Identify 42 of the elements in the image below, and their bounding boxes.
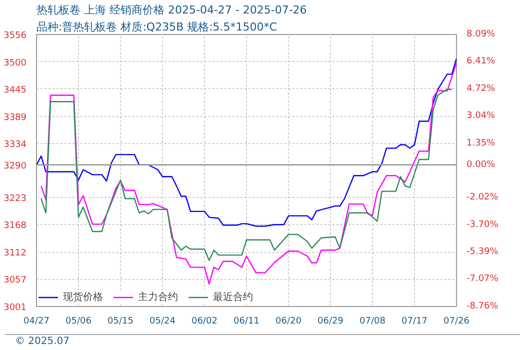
text: © 2025.07: [15, 335, 70, 349]
x-tick-label: 05/24: [150, 316, 176, 326]
legend-label: 现货价格: [63, 290, 103, 304]
y2-tick-label: 8.09%: [466, 30, 496, 40]
line-series: [36, 58, 456, 227]
legend-label: 最近合约: [213, 290, 253, 304]
x-tick-label: 06/29: [318, 316, 344, 326]
y-tick-label: 3057: [4, 276, 26, 286]
y2-tick-label: -8.76%: [466, 302, 499, 312]
y-tick-label: 3445: [4, 85, 26, 96]
y-tick-label: 3500: [4, 58, 27, 68]
y2-tick-label: -7.07%: [466, 274, 499, 284]
y-tick-label: 3334: [4, 140, 27, 150]
y2-tick-label: 1.35%: [466, 138, 496, 148]
y2-tick-label: -2.02%: [466, 192, 499, 203]
x-tick-label: 06/02: [192, 316, 218, 326]
y2-tick-label: -3.70%: [466, 220, 499, 230]
x-tick-label: 07/26: [444, 316, 470, 326]
chart-title: 热轧板卷 上海 经销商价格 2025-04-27 - 2025-07-26: [36, 4, 307, 16]
y-tick-label: 3389: [4, 112, 27, 123]
y2-tick-label: 4.72%: [466, 84, 496, 94]
y-tick-label: 3001: [4, 303, 26, 313]
legend-label: 主力合约: [138, 290, 178, 304]
x-tick-label: 06/11: [234, 316, 260, 326]
y-tick-label: 3556: [4, 31, 27, 41]
y2-tick-label: 3.04%: [466, 111, 496, 122]
y2-tick-label: 6.41%: [466, 56, 496, 67]
line-series: [40, 62, 456, 285]
y2-tick-label: -5.39%: [466, 247, 499, 258]
line-series: [40, 88, 452, 262]
y2-tick-label: 0.00%: [466, 160, 496, 170]
x-tick-label: 04/27: [24, 316, 50, 326]
x-tick-label: 07/17: [402, 316, 428, 326]
x-tick-label: 05/15: [108, 316, 134, 326]
y-tick-label: 3112: [4, 248, 26, 259]
y-tick-label: 3223: [4, 194, 26, 204]
y-tick-label: 3168: [4, 221, 27, 232]
y-tick-label: 3290: [4, 161, 27, 172]
x-tick-label: 06/20: [276, 316, 302, 326]
chart-subtitle: 品种:普热轧板卷 材质:Q235B 规格:5.5*1500*C: [36, 20, 278, 34]
x-tick-label: 07/08: [360, 316, 386, 326]
x-tick-label: 05/06: [66, 316, 92, 326]
